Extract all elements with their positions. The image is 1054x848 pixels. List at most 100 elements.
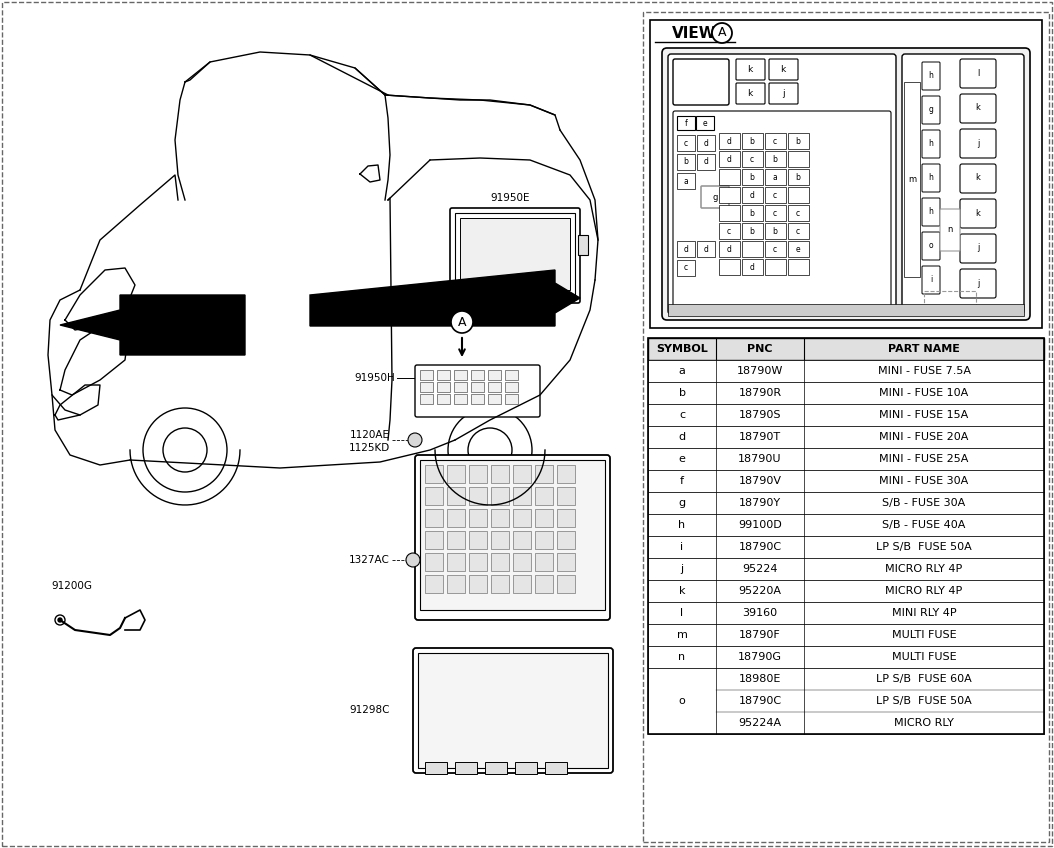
- Bar: [696, 116, 714, 130]
- Bar: [742, 205, 763, 221]
- Text: k: k: [679, 586, 685, 596]
- Text: b: b: [773, 154, 778, 164]
- Bar: [765, 205, 786, 221]
- Bar: [437, 370, 450, 380]
- Bar: [788, 223, 809, 239]
- Bar: [648, 558, 1045, 580]
- Text: LP S/B  FUSE 50A: LP S/B FUSE 50A: [876, 542, 972, 552]
- Bar: [469, 487, 487, 505]
- Text: 91298C: 91298C: [350, 705, 390, 715]
- FancyBboxPatch shape: [769, 83, 798, 104]
- FancyBboxPatch shape: [701, 186, 729, 208]
- FancyBboxPatch shape: [415, 365, 540, 417]
- Circle shape: [406, 553, 419, 567]
- Bar: [719, 133, 740, 149]
- FancyBboxPatch shape: [902, 54, 1024, 314]
- Text: 18790S: 18790S: [739, 410, 781, 420]
- Bar: [648, 360, 1045, 382]
- Text: S/B - FUSE 30A: S/B - FUSE 30A: [882, 498, 965, 508]
- Text: 1120AE: 1120AE: [350, 430, 390, 440]
- Bar: [765, 241, 786, 257]
- Text: j: j: [681, 564, 684, 574]
- Text: b: b: [749, 172, 755, 181]
- Bar: [437, 382, 450, 392]
- Bar: [488, 382, 501, 392]
- Text: MINI - FUSE 15A: MINI - FUSE 15A: [879, 410, 969, 420]
- Bar: [557, 553, 575, 571]
- Bar: [677, 241, 695, 257]
- Bar: [513, 531, 531, 549]
- FancyBboxPatch shape: [922, 232, 940, 260]
- Text: j: j: [977, 138, 979, 148]
- Bar: [455, 762, 477, 774]
- Bar: [535, 487, 553, 505]
- Bar: [742, 259, 763, 275]
- FancyBboxPatch shape: [922, 62, 940, 90]
- Bar: [455, 213, 575, 298]
- Text: 18790F: 18790F: [739, 630, 781, 640]
- Bar: [765, 223, 786, 239]
- Bar: [557, 465, 575, 483]
- Text: n: n: [679, 652, 685, 662]
- Text: h: h: [929, 208, 934, 216]
- Text: f: f: [685, 119, 687, 127]
- Text: MINI - FUSE 20A: MINI - FUSE 20A: [879, 432, 969, 442]
- Bar: [765, 151, 786, 167]
- Text: 95224: 95224: [742, 564, 778, 574]
- Polygon shape: [310, 270, 580, 326]
- Bar: [719, 241, 740, 257]
- Bar: [648, 492, 1045, 514]
- Bar: [469, 531, 487, 549]
- Text: 18790R: 18790R: [739, 388, 782, 398]
- Text: d: d: [749, 191, 755, 199]
- Circle shape: [451, 311, 473, 333]
- Bar: [742, 133, 763, 149]
- Text: b: b: [796, 172, 800, 181]
- Text: d: d: [726, 154, 731, 164]
- Bar: [471, 370, 484, 380]
- Text: d: d: [704, 138, 708, 148]
- Bar: [513, 465, 531, 483]
- Text: h: h: [929, 140, 934, 148]
- Text: SYMBOL: SYMBOL: [657, 344, 708, 354]
- Bar: [491, 553, 509, 571]
- Text: 18790U: 18790U: [738, 454, 782, 464]
- Text: d: d: [726, 137, 731, 146]
- Text: e: e: [796, 244, 800, 254]
- Text: MULTI FUSE: MULTI FUSE: [892, 630, 956, 640]
- Bar: [648, 602, 1045, 624]
- Text: 91950E: 91950E: [490, 193, 530, 203]
- Bar: [719, 259, 740, 275]
- Text: 18790T: 18790T: [739, 432, 781, 442]
- Text: c: c: [679, 410, 685, 420]
- Text: MICRO RLY: MICRO RLY: [894, 718, 954, 728]
- Bar: [505, 382, 518, 392]
- Text: f: f: [680, 476, 684, 486]
- Bar: [697, 241, 715, 257]
- Bar: [425, 762, 447, 774]
- Text: 91950H: 91950H: [354, 373, 395, 383]
- Text: c: c: [684, 138, 688, 148]
- Text: b: b: [773, 226, 778, 236]
- Bar: [513, 553, 531, 571]
- Text: e: e: [703, 119, 707, 127]
- Bar: [515, 762, 536, 774]
- Text: h: h: [929, 71, 934, 81]
- Bar: [765, 169, 786, 185]
- Text: 91200G: 91200G: [52, 581, 93, 591]
- Bar: [719, 151, 740, 167]
- Bar: [425, 487, 443, 505]
- Bar: [648, 338, 1045, 734]
- FancyBboxPatch shape: [413, 648, 613, 773]
- FancyBboxPatch shape: [668, 54, 896, 314]
- Text: MINI - FUSE 7.5A: MINI - FUSE 7.5A: [878, 366, 971, 376]
- Text: LP S/B  FUSE 50A: LP S/B FUSE 50A: [876, 696, 972, 706]
- Bar: [513, 487, 531, 505]
- Text: m: m: [677, 630, 687, 640]
- Bar: [742, 187, 763, 203]
- Bar: [904, 82, 920, 277]
- Bar: [488, 394, 501, 404]
- Bar: [535, 509, 553, 527]
- Bar: [648, 646, 1045, 668]
- Bar: [765, 133, 786, 149]
